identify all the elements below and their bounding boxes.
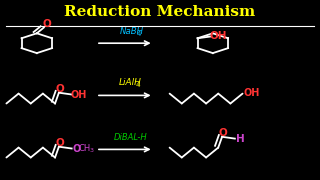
Text: O: O: [218, 128, 227, 138]
Text: H: H: [236, 134, 245, 144]
Text: O: O: [55, 138, 64, 148]
Text: 4: 4: [136, 31, 141, 37]
Text: CH: CH: [79, 144, 91, 153]
Text: OH: OH: [70, 89, 87, 100]
Text: OH: OH: [243, 88, 260, 98]
Text: O: O: [42, 19, 51, 29]
Text: 4: 4: [136, 82, 140, 88]
Text: OH: OH: [210, 31, 227, 41]
Text: O: O: [72, 143, 81, 154]
Text: 3: 3: [90, 148, 93, 153]
Text: DiBAL-H: DiBAL-H: [114, 133, 147, 142]
Text: O: O: [55, 84, 64, 94]
Text: LiAlH: LiAlH: [118, 78, 141, 87]
Text: NaBH: NaBH: [120, 27, 144, 36]
Text: Reduction Mechanism: Reduction Mechanism: [64, 5, 256, 19]
